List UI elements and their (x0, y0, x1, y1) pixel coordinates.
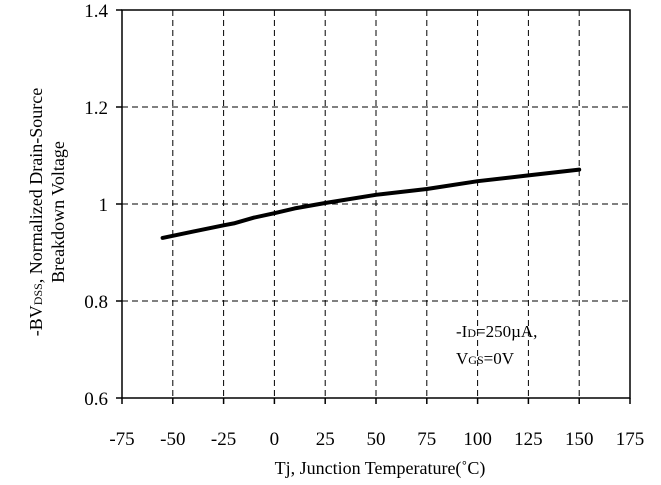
y-tick-label: 0.8 (84, 292, 108, 313)
y-tick-label: 1.4 (84, 1, 108, 22)
annotation-line1: -ID=250µA, (456, 322, 537, 341)
series-layer (160, 167, 582, 240)
y-axis-title-line1: -BVDSS, Normalized Drain-Source (26, 88, 46, 336)
x-axis-title: Tj, Junction Temperature(˚C) (275, 458, 486, 479)
series-line (160, 167, 582, 240)
x-tick-label: 75 (417, 429, 436, 450)
y-tick-label: 0.6 (84, 389, 108, 410)
x-tick-label: 175 (616, 429, 645, 450)
annotation-line2: VGS=0V (456, 349, 515, 368)
x-tick-label: 50 (367, 429, 386, 450)
y-tick-label: 1.2 (84, 98, 108, 119)
test-condition-annotation: -ID=250µA, VGS=0V (456, 322, 537, 368)
x-tick-label: -25 (211, 429, 236, 450)
y-axis-ticks: 0.6 0.8 1 1.2 1.4 (84, 1, 122, 410)
x-tick-label: 100 (463, 429, 492, 450)
x-tick-label: 125 (514, 429, 543, 450)
x-tick-label: 150 (565, 429, 594, 450)
x-tick-label: -50 (160, 429, 185, 450)
x-tick-label: 25 (316, 429, 335, 450)
grid-lines (122, 10, 630, 398)
x-axis-ticks: -75 -50 -25 0 25 50 75 100 125 150 175 (109, 398, 644, 450)
x-tick-label: 0 (270, 429, 280, 450)
y-axis-title-line2: Breakdown Voltage (48, 141, 68, 283)
y-axis-title: -BVDSS, Normalized Drain-Source Breakdow… (26, 88, 68, 336)
y-tick-label: 1 (99, 195, 109, 216)
x-tick-label: -75 (109, 429, 134, 450)
